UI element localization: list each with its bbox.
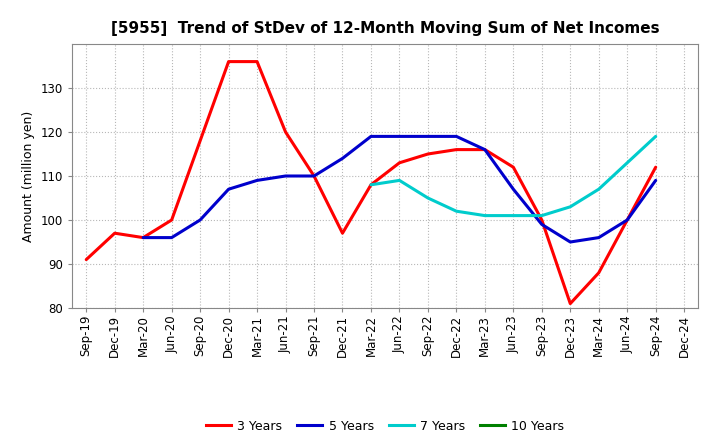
5 Years [310,173,318,179]
3 Years [423,151,432,157]
Legend: 3 Years, 5 Years, 7 Years, 10 Years: 3 Years, 5 Years, 7 Years, 10 Years [201,414,570,437]
Line: 3 Years: 3 Years [86,62,656,304]
3 Years [282,129,290,135]
3 Years [167,217,176,223]
3 Years [623,217,631,223]
3 Years [139,235,148,240]
5 Years [253,178,261,183]
5 Years [480,147,489,152]
5 Years [652,178,660,183]
3 Years [82,257,91,262]
3 Years [537,217,546,223]
5 Years [338,156,347,161]
3 Years [253,59,261,64]
Y-axis label: Amount (million yen): Amount (million yen) [22,110,35,242]
3 Years [566,301,575,306]
7 Years [366,182,375,187]
Title: [5955]  Trend of StDev of 12-Month Moving Sum of Net Incomes: [5955] Trend of StDev of 12-Month Moving… [111,21,660,36]
7 Years [509,213,518,218]
Line: 5 Years: 5 Years [143,136,656,242]
5 Years [623,217,631,223]
7 Years [652,134,660,139]
7 Years [452,209,461,214]
7 Years [537,213,546,218]
5 Years [395,134,404,139]
3 Years [395,160,404,165]
5 Years [139,235,148,240]
3 Years [366,182,375,187]
7 Years [423,195,432,201]
7 Years [480,213,489,218]
3 Years [452,147,461,152]
5 Years [167,235,176,240]
3 Years [652,165,660,170]
5 Years [225,187,233,192]
Line: 7 Years: 7 Years [371,136,656,216]
5 Years [282,173,290,179]
5 Years [595,235,603,240]
5 Years [366,134,375,139]
5 Years [423,134,432,139]
3 Years [509,165,518,170]
5 Years [537,222,546,227]
3 Years [196,138,204,143]
3 Years [595,270,603,275]
3 Years [480,147,489,152]
3 Years [310,173,318,179]
3 Years [338,231,347,236]
5 Years [196,217,204,223]
7 Years [595,187,603,192]
7 Years [623,160,631,165]
7 Years [395,178,404,183]
3 Years [225,59,233,64]
7 Years [566,204,575,209]
5 Years [509,187,518,192]
3 Years [110,231,119,236]
5 Years [566,239,575,245]
5 Years [452,134,461,139]
